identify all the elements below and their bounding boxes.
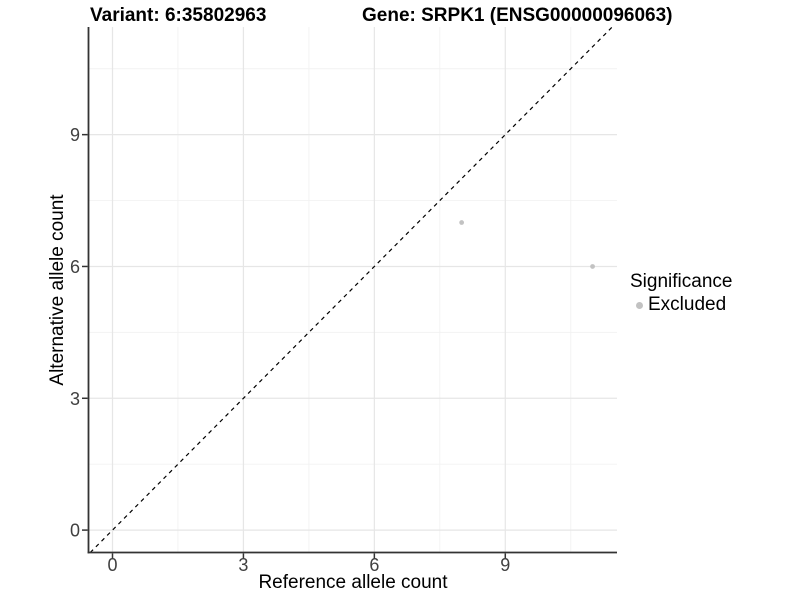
legend: Significance Excluded xyxy=(630,271,732,315)
y-axis-title: Alternative allele count xyxy=(47,194,68,386)
axis-lines xyxy=(87,27,617,554)
excluded-point-icon xyxy=(635,301,643,309)
y-tick-label: 6 xyxy=(70,257,80,277)
x-tick-label: 9 xyxy=(500,555,510,575)
data-point xyxy=(590,264,595,269)
variant-title: Variant: 6:35802963 xyxy=(90,5,267,26)
x-tick-label: 3 xyxy=(238,555,248,575)
y-tick-labels: 0 3 6 9 xyxy=(70,125,80,540)
y-tick-label: 9 xyxy=(70,125,80,145)
x-axis-title: Reference allele count xyxy=(258,572,448,593)
gene-title: Gene: SRPK1 (ENSG00000096063) xyxy=(362,5,673,26)
tick-marks xyxy=(82,133,507,559)
x-tick-label: 6 xyxy=(369,555,379,575)
major-gridlines xyxy=(88,27,617,553)
x-tick-label: 0 xyxy=(107,555,117,575)
legend-title: Significance xyxy=(630,271,733,292)
legend-key xyxy=(630,296,648,314)
identity-line xyxy=(89,26,613,553)
legend-entry-excluded: Excluded xyxy=(630,294,732,315)
legend-entry-label: Excluded xyxy=(648,294,727,315)
data-points xyxy=(459,220,595,269)
x-tick-labels: 0 3 6 9 xyxy=(107,555,510,575)
minor-gridlines xyxy=(88,27,617,553)
y-tick-label: 3 xyxy=(70,389,80,409)
data-point xyxy=(459,220,465,225)
y-tick-label: 0 xyxy=(70,521,80,541)
